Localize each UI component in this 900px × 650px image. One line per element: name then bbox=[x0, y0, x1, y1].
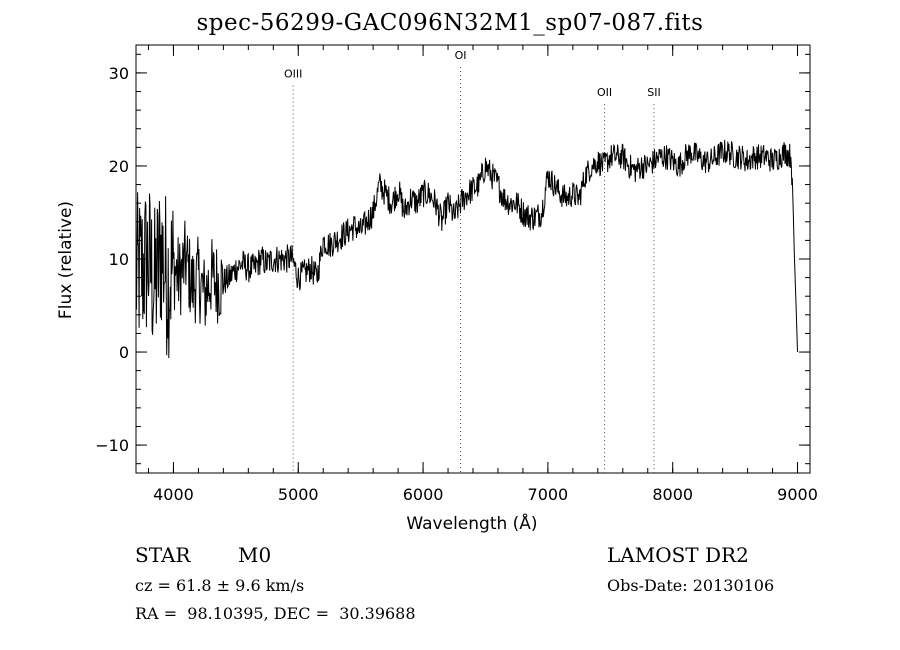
emission-line-label: OIII bbox=[284, 68, 302, 81]
x-tick-label: 9000 bbox=[777, 485, 818, 504]
x-tick-label: 8000 bbox=[652, 485, 693, 504]
y-tick-label: 30 bbox=[109, 64, 129, 83]
spectrum-line bbox=[135, 139, 798, 359]
redshift-cz: cz = 61.8 ± 9.6 km/s bbox=[135, 576, 305, 595]
y-tick-label: 0 bbox=[119, 343, 129, 362]
y-tick-label: 10 bbox=[109, 250, 129, 269]
emission-line-label: SII bbox=[647, 86, 660, 99]
x-tick-label: 6000 bbox=[403, 485, 444, 504]
x-tick-label: 4000 bbox=[153, 485, 194, 504]
coordinates: RA = 98.10395, DEC = 30.39688 bbox=[135, 604, 416, 623]
object-class: STAR bbox=[135, 543, 191, 567]
plot-frame bbox=[135, 44, 811, 474]
subclass: M0 bbox=[238, 543, 272, 567]
emission-lines-layer: OIII OI OII SII bbox=[284, 49, 661, 473]
data-layer bbox=[135, 139, 798, 359]
obs-date: Obs-Date: 20130106 bbox=[607, 576, 775, 595]
x-axis-label: Wavelength (Å) bbox=[406, 512, 537, 534]
x-tick-label: 7000 bbox=[528, 485, 569, 504]
emission-line-label: OI bbox=[455, 49, 467, 62]
survey-name: LAMOST DR2 bbox=[607, 543, 749, 567]
emission-line-label: OII bbox=[597, 86, 612, 99]
y-tick-label: 20 bbox=[109, 157, 129, 176]
y-tick-label: −10 bbox=[95, 436, 129, 455]
axes-layer: 4000 5000 6000 7000 8000 9000 −10 0 10 20 30 bbox=[95, 44, 818, 504]
x-tick-label: 5000 bbox=[278, 485, 319, 504]
y-axis-label: Flux (relative) bbox=[56, 201, 76, 319]
chart-title: spec-56299-GAC096N32M1_sp07-087.fits bbox=[196, 10, 704, 36]
